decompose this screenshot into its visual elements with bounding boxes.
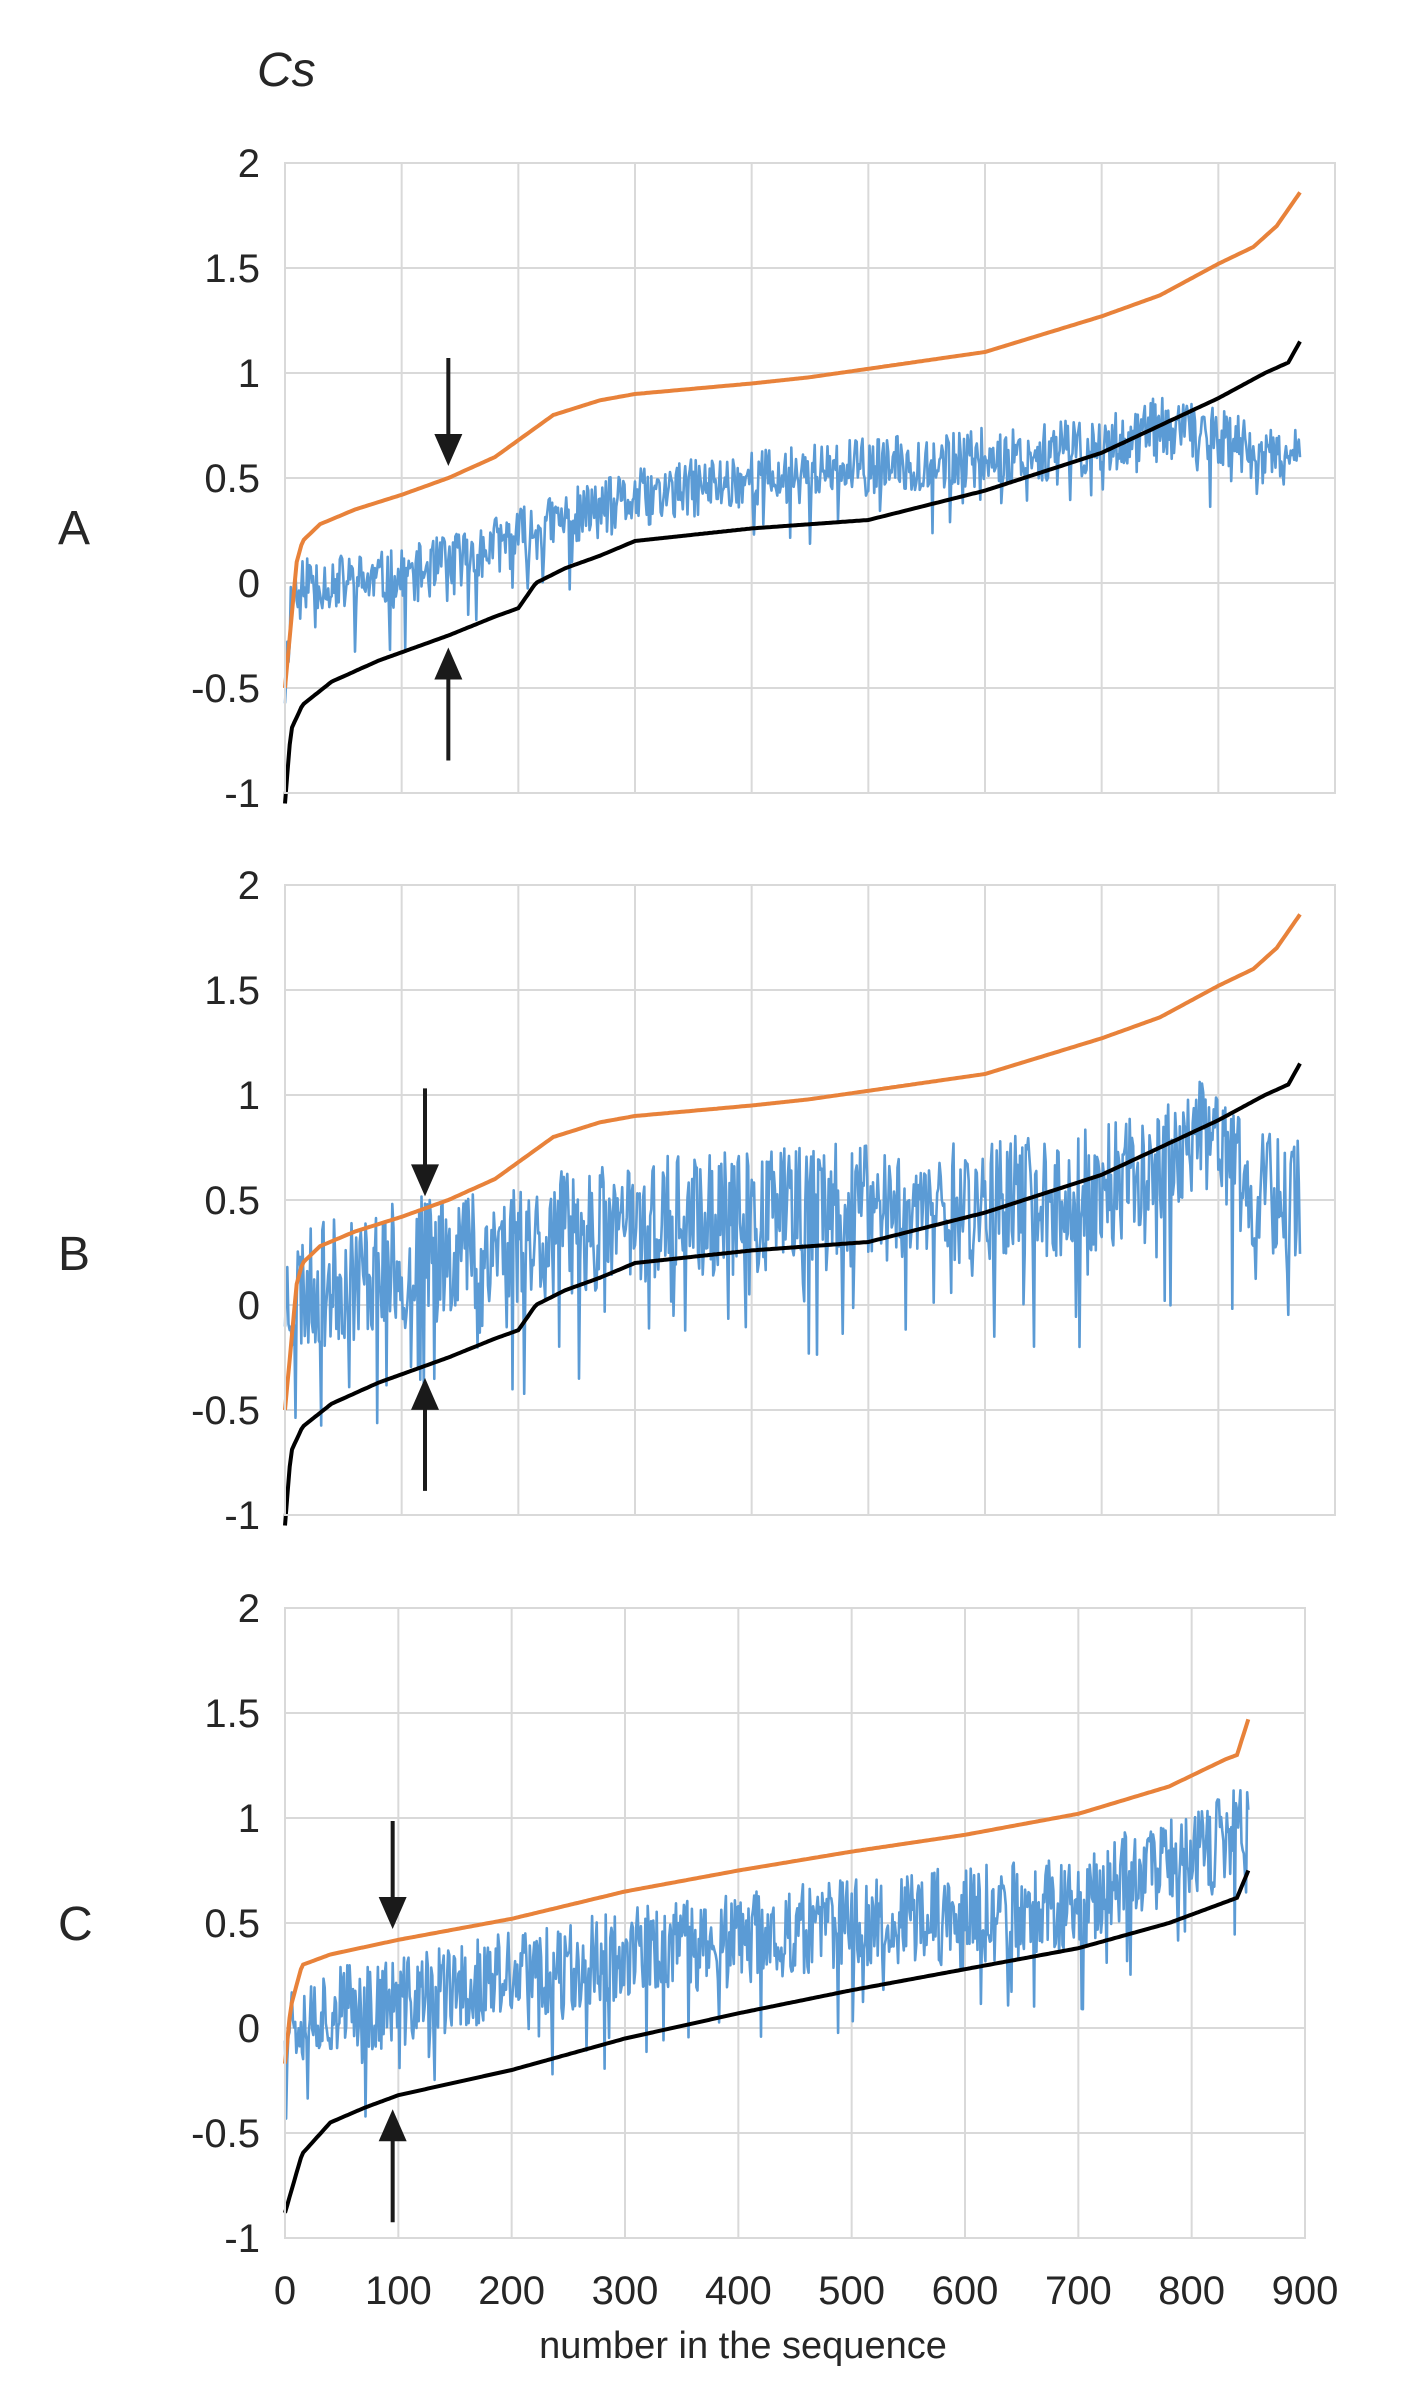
panel-label: A [58,502,90,555]
arrow-up-icon [411,1377,439,1491]
y-tick-label: -1 [224,772,260,816]
y-tick-label: -1 [224,1494,260,1538]
y-tick-label: 0 [238,562,260,606]
y-tick-label: 1 [238,1797,260,1841]
series-observed-line [283,1789,1250,2120]
x-tick-label: 0 [274,2269,296,2313]
y-tick-label: -1 [224,2217,260,2261]
series-upper-line [283,1718,1251,2064]
x-tick-label: 100 [365,2269,432,2313]
x-axis-label: number in the sequence [539,2325,947,2367]
series-lower-line [283,340,1302,804]
x-tick-label: 300 [592,2269,659,2313]
y-tick-label: 0.5 [204,457,260,501]
y-tick-label: 0.5 [204,1179,260,1223]
panel-a: 2 1.5 1 0.5 0 -0.5 -1 A [58,142,1336,816]
x-tick-label: 600 [932,2269,999,2313]
y-tick-label: 1 [238,352,260,396]
y-tick-label: 2 [238,1587,260,1631]
y-tick-label: -0.5 [191,667,260,711]
x-tick-label: 200 [478,2269,545,2313]
plot-frame [284,884,1336,1516]
series-upper-line [283,191,1302,689]
y-tick-label: 1.5 [204,969,260,1013]
arrow-down-icon [378,1821,407,1930]
y-tick-label: 0 [238,2007,260,2051]
x-tick-label: 800 [1158,2269,1225,2313]
plot-frame [284,1607,1306,2239]
series-upper-line [283,913,1302,1411]
series-observed-line [283,1080,1302,1427]
panel-b: 2 1.5 1 0.5 0 -0.5 -1 B [58,864,1336,1538]
plot-frame [284,162,1336,794]
arrow-down-icon [411,1088,439,1197]
panel-c: 2 1.5 1 0.5 0 -0.5 -1 C 0 100 200 300 400 500 600 700 80… [58,1587,1338,2313]
y-tick-label: 1.5 [204,1692,260,1736]
x-tick-label: 400 [705,2269,772,2313]
arrow-up-icon [378,2109,407,2223]
y-axis-label: Cs [257,44,316,97]
panel-label: C [58,1898,93,1951]
panel-label: B [58,1228,90,1281]
y-tick-label: -0.5 [191,1389,260,1433]
y-tick-label: 0.5 [204,1902,260,1946]
y-tick-label: -0.5 [191,2112,260,2156]
series-lower-line [283,1869,1251,2214]
series-observed-line [283,396,1302,704]
x-tick-label: 700 [1045,2269,1112,2313]
y-tick-label: 1 [238,1074,260,1118]
y-tick-label: 1.5 [204,247,260,291]
arrow-up-icon [434,647,463,761]
y-tick-label: 0 [238,1284,260,1328]
chart-panels: 2 1.5 1 0.5 0 -0.5 -1 A 2 1.5 1 0.5 0 -0.5 -1 B 2 1.5 1 0.5… [58,142,1338,2313]
series-lower-line [283,1062,1302,1526]
x-tick-label: 900 [1272,2269,1339,2313]
y-tick-label: 2 [238,142,260,186]
y-tick-label: 2 [238,864,260,908]
x-tick-label: 500 [818,2269,885,2313]
arrow-down-icon [434,358,463,466]
